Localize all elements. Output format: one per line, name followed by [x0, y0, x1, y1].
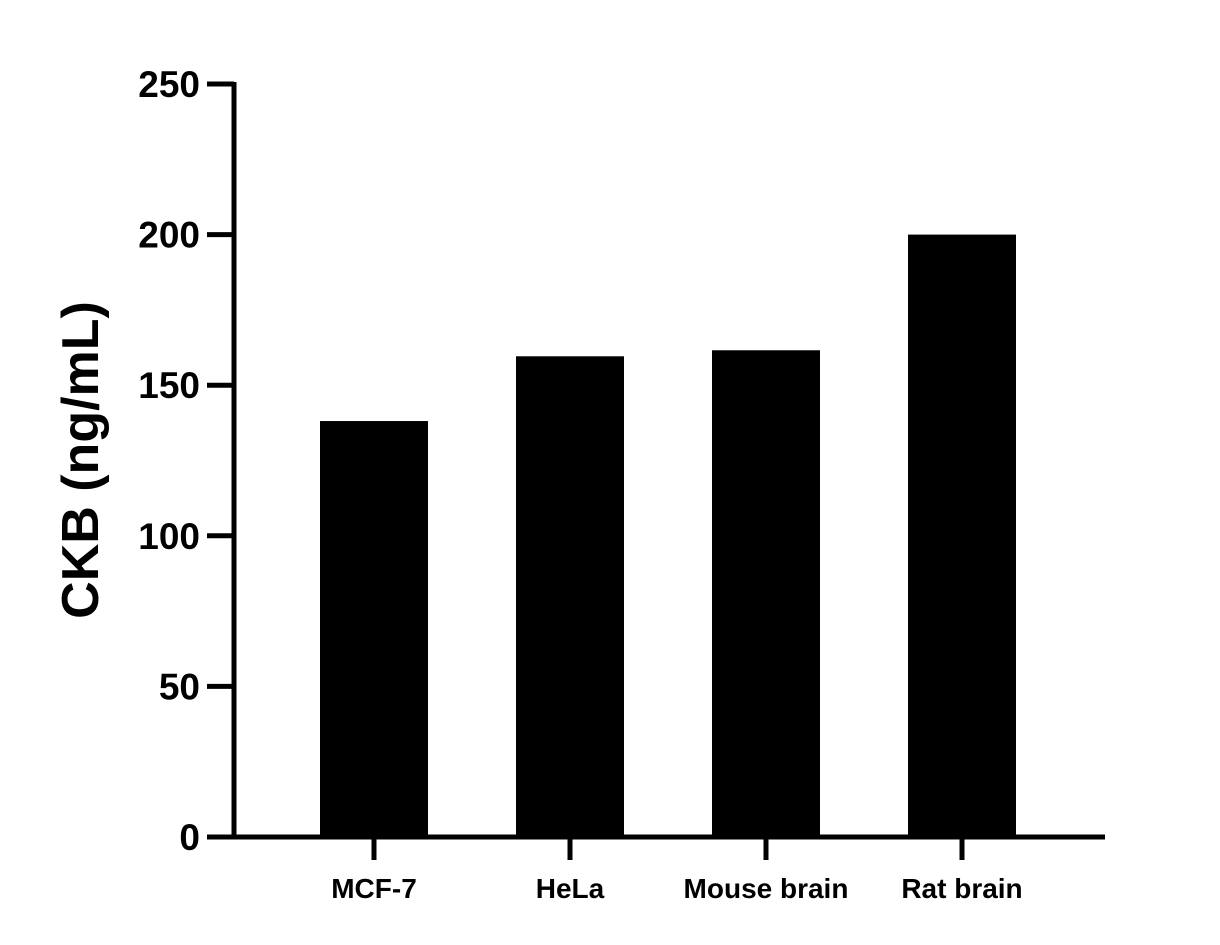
y-tick-label: 100 — [138, 516, 200, 557]
y-tick-label: 150 — [138, 365, 200, 406]
y-tick-label: 50 — [159, 666, 200, 707]
bar-mcf-7 — [320, 421, 428, 837]
bar-hela — [516, 356, 624, 837]
y-tick-label: 250 — [138, 64, 200, 105]
x-tick-label: MCF-7 — [331, 873, 417, 904]
y-tick-label: 200 — [138, 215, 200, 256]
bar-rat-brain — [908, 234, 1016, 838]
y-axis-label: CKB (ng/mL) — [52, 301, 110, 619]
bar-mouse-brain — [712, 350, 820, 837]
x-tick-label: Rat brain — [901, 873, 1022, 904]
y-tick-label: 0 — [179, 817, 200, 858]
x-tick-label: HeLa — [536, 873, 605, 904]
x-tick-label: Mouse brain — [684, 873, 849, 904]
